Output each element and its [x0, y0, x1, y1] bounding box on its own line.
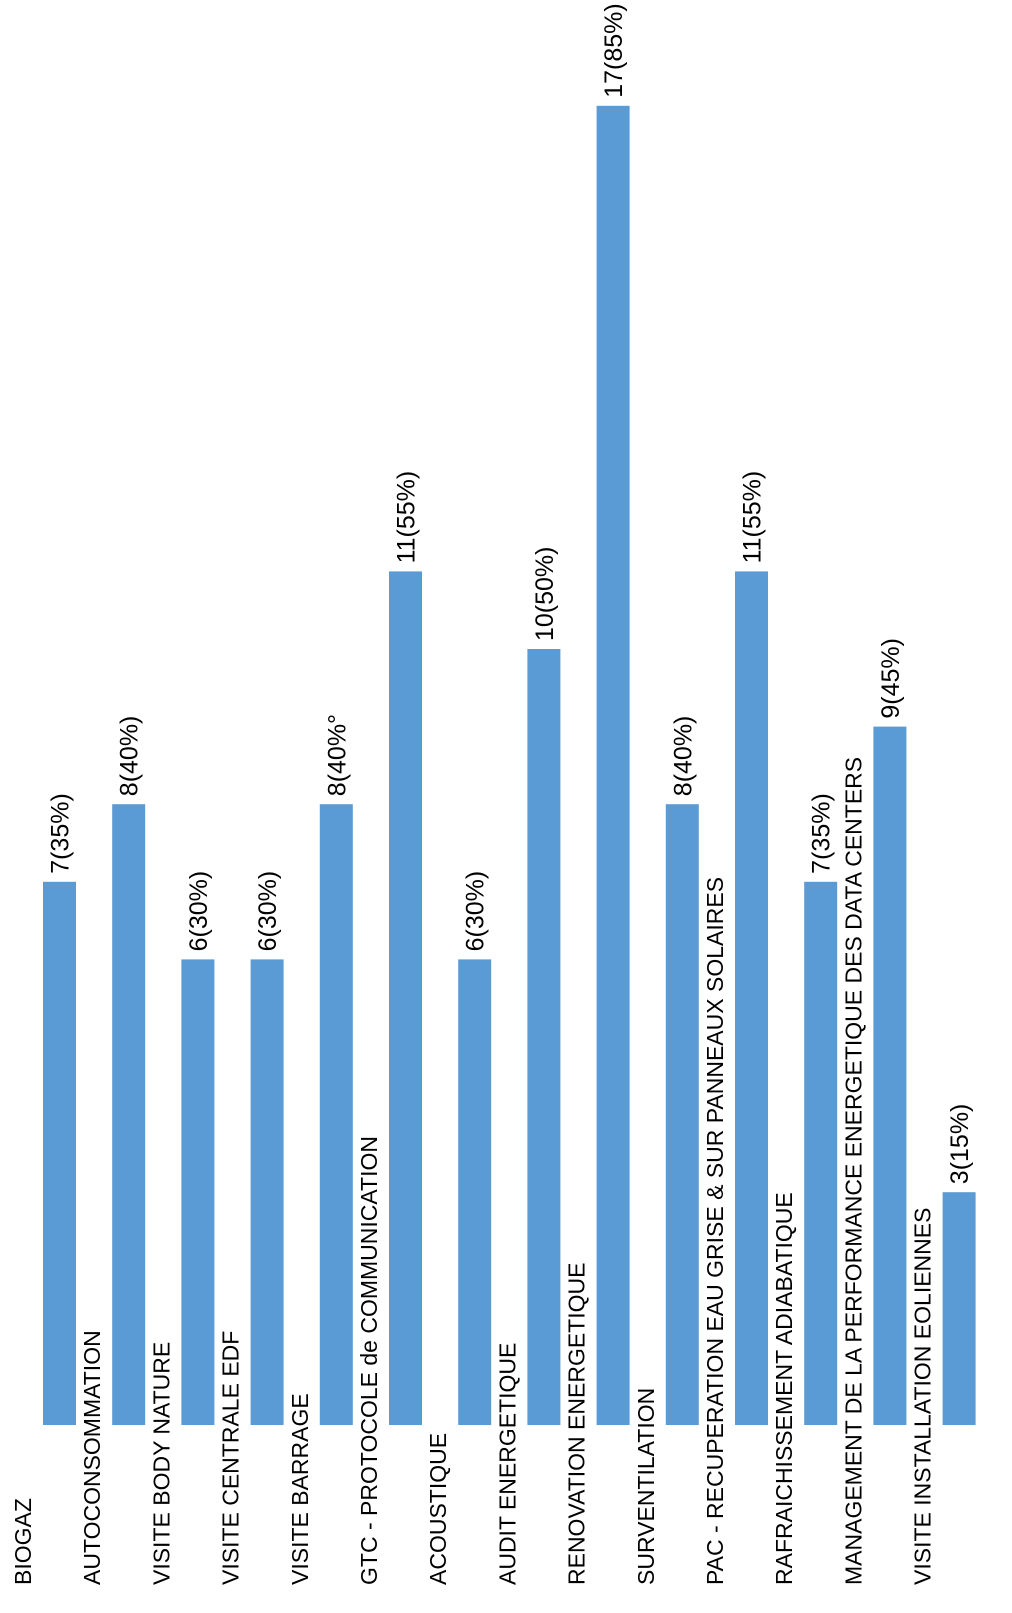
- bar-5: [319, 804, 353, 1425]
- bar-12: [804, 881, 838, 1425]
- value-label-1: 7(35%): [47, 793, 75, 874]
- bar-1: [43, 881, 76, 1425]
- bar-10: [665, 804, 699, 1425]
- bar-11: [735, 571, 768, 1425]
- value-label-8: 10(50%): [531, 547, 559, 642]
- value-label-5: 8(40%°: [323, 714, 351, 796]
- category-label-6: GTC - PROTOCOLE de COMMUNICATION: [356, 1136, 382, 1585]
- bar-13: [873, 726, 907, 1425]
- category-label-8: AUDIT ENERGETIQUE: [494, 1343, 520, 1585]
- category-label-2: AUTOCONSOMMATION: [79, 1330, 105, 1585]
- value-label-13: 9(45%): [877, 638, 905, 719]
- category-label-9: RENOVATION ENERGETIQUE: [564, 1263, 590, 1585]
- value-label-11: 11(55%): [739, 471, 767, 564]
- bar-6: [389, 571, 422, 1425]
- value-label-2: 8(40%): [116, 716, 144, 797]
- category-label-10: SURVENTILATION: [633, 1388, 659, 1585]
- category-label-7: ACOUSTIQUE: [425, 1433, 451, 1585]
- category-label-11: PAC - RECUPERATION EAU GRISE & SUR PANNE…: [702, 877, 728, 1585]
- bar-8: [527, 649, 561, 1425]
- category-label-4: VISITE CENTRALE EDF: [218, 1331, 244, 1585]
- value-label-3: 6(30%): [185, 871, 213, 952]
- category-label-14: VISITE INSTALLATION EOLIENNES: [910, 1208, 936, 1585]
- value-label-4: 6(30%): [254, 871, 282, 952]
- bar-3: [181, 959, 215, 1425]
- category-label-12: RAFRAICHISSEMENT ADIABATIQUE: [771, 1192, 797, 1585]
- value-label-9: 17(85%): [600, 3, 628, 98]
- value-label-14: 3(15%): [946, 1104, 974, 1185]
- bar-9: [596, 105, 630, 1425]
- value-label-6: 11(55%): [393, 471, 421, 564]
- category-label-3: VISITE BODY NATURE: [148, 1342, 174, 1585]
- category-label-13: MANAGEMENT DE LA PERFORMANCE ENERGETIQUE…: [840, 757, 866, 1585]
- bar-7: [458, 959, 492, 1425]
- value-label-10: 8(40%): [669, 716, 697, 797]
- category-label-1: BIOGAZ: [10, 1498, 36, 1585]
- value-label-12: 7(35%): [808, 793, 836, 874]
- bar-4: [250, 959, 284, 1425]
- category-label-5: VISITE BARRAGE: [287, 1393, 313, 1585]
- bar-2: [112, 804, 146, 1425]
- bar-14: [942, 1192, 976, 1425]
- value-label-7: 6(30%): [462, 871, 490, 952]
